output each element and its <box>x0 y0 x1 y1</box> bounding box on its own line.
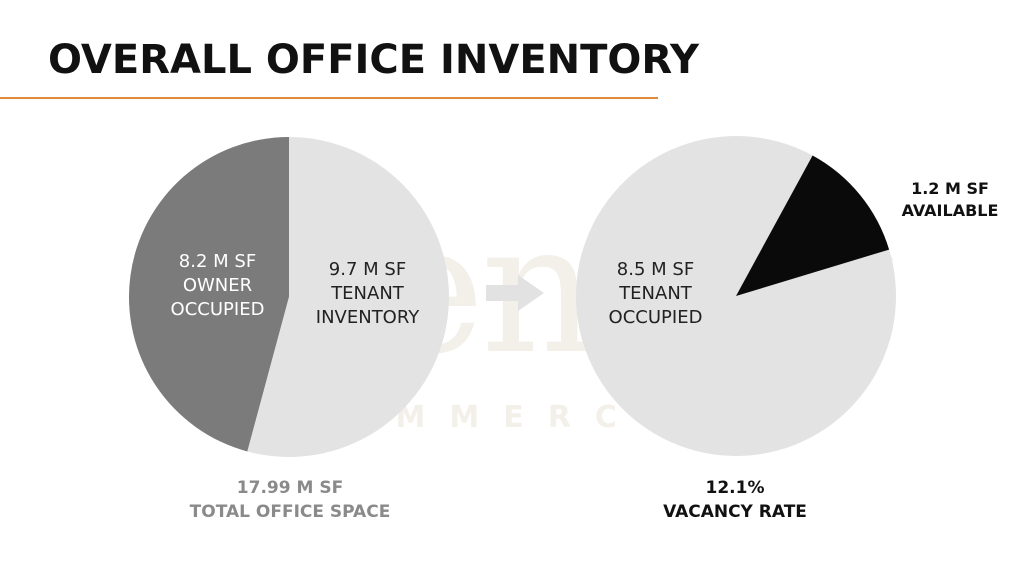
slice-label-tenant-inventory: 9.7 M SF TENANT INVENTORY <box>315 259 420 328</box>
pie-chart-tenant-inventory <box>576 135 897 456</box>
slice-label-available: 1.2 M SF AVAILABLE <box>901 179 999 220</box>
caption-vacancy-rate: 12.1% VACANCY RATE <box>663 478 807 522</box>
pie-slice-available <box>736 155 890 296</box>
slice-label-tenant-occupied: 8.5 M SF TENANT OCCUPIED <box>608 259 703 328</box>
pie-slice-tenant-inventory <box>247 137 449 458</box>
pie-chart-total-inventory <box>128 136 449 458</box>
slice-label-owner-occupied: 8.2 M SF OWNER OCCUPIED <box>170 251 265 320</box>
right-arrow-icon <box>486 275 544 311</box>
title-underline <box>0 97 658 99</box>
page-title: OVERALL OFFICE INVENTORY <box>48 37 699 83</box>
pie-slice-owner-occupied <box>128 136 289 452</box>
caption-total-office-space: 17.99 M SF TOTAL OFFICE SPACE <box>189 478 391 522</box>
pie-slice-tenant-occupied <box>576 135 897 456</box>
